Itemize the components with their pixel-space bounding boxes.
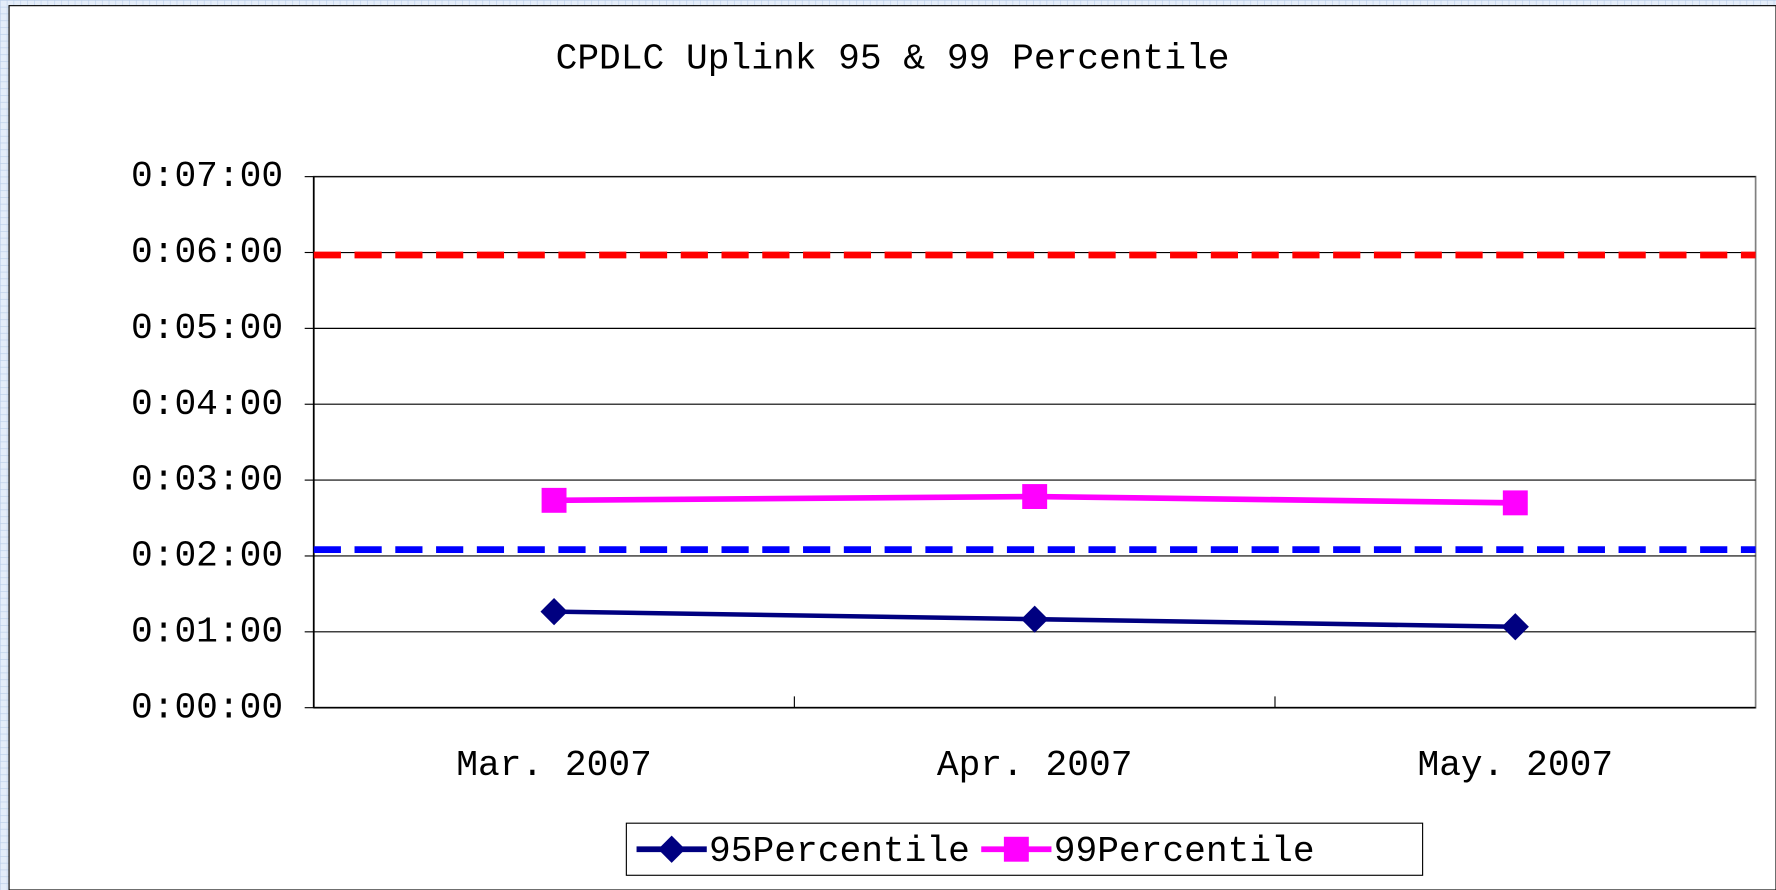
data-point — [1501, 613, 1529, 641]
legend-label: 95Percentile — [709, 831, 970, 872]
y-tick-label: 0:04:00 — [131, 384, 283, 425]
y-tick-label: 0:02:00 — [131, 536, 283, 577]
y-tick-label: 0:00:00 — [131, 687, 283, 728]
y-tick-label: 0:03:00 — [131, 460, 283, 501]
data-point — [541, 487, 567, 513]
y-tick-label: 0:05:00 — [131, 308, 283, 349]
y-tick-label: 0:06:00 — [131, 232, 283, 273]
x-tick-label: Apr. 2007 — [937, 745, 1133, 786]
legend-marker — [1003, 836, 1029, 862]
data-point — [1021, 605, 1049, 633]
y-tick-label: 0:01:00 — [131, 611, 283, 652]
data-point — [1502, 490, 1528, 516]
x-tick-label: May. 2007 — [1417, 745, 1613, 786]
y-tick-label: 0:07:00 — [131, 156, 283, 197]
legend-label: 99Percentile — [1054, 831, 1315, 872]
data-point — [1022, 484, 1048, 509]
chart-title: CPDLC Uplink 95 & 99 Percentile — [556, 38, 1230, 79]
x-tick-label: Mar. 2007 — [456, 745, 652, 786]
